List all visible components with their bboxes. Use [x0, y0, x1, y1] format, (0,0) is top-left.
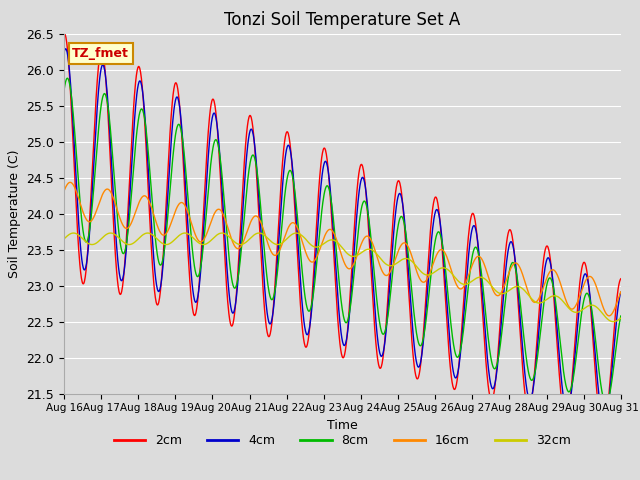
X-axis label: Time: Time	[327, 419, 358, 432]
32cm	[292, 230, 300, 236]
4cm	[171, 102, 179, 108]
8cm	[429, 252, 437, 258]
32cm	[609, 319, 617, 324]
2cm	[599, 429, 607, 434]
Legend: 2cm, 4cm, 8cm, 16cm, 32cm: 2cm, 4cm, 8cm, 16cm, 32cm	[109, 429, 576, 452]
4cm	[60, 50, 68, 56]
Text: TZ_fmet: TZ_fmet	[72, 47, 129, 60]
32cm	[551, 293, 559, 299]
8cm	[551, 295, 559, 300]
8cm	[602, 400, 610, 406]
4cm	[246, 127, 254, 132]
16cm	[246, 219, 254, 225]
2cm	[551, 311, 559, 317]
2cm	[61, 31, 68, 37]
16cm	[184, 210, 192, 216]
4cm	[617, 289, 625, 295]
8cm	[184, 198, 192, 204]
32cm	[184, 231, 191, 237]
32cm	[246, 236, 254, 241]
16cm	[67, 180, 74, 185]
16cm	[171, 210, 179, 216]
2cm	[171, 82, 179, 88]
32cm	[502, 289, 509, 295]
4cm	[502, 265, 509, 271]
4cm	[429, 222, 437, 228]
Y-axis label: Soil Temperature (C): Soil Temperature (C)	[8, 149, 21, 278]
16cm	[60, 188, 68, 194]
2cm	[246, 113, 254, 119]
32cm	[429, 270, 437, 276]
Line: 2cm: 2cm	[64, 34, 621, 432]
Line: 8cm: 8cm	[64, 78, 621, 403]
Line: 4cm: 4cm	[64, 49, 621, 421]
8cm	[171, 138, 179, 144]
16cm	[617, 289, 625, 295]
32cm	[60, 236, 68, 242]
4cm	[184, 228, 192, 233]
16cm	[605, 313, 613, 319]
8cm	[63, 75, 71, 81]
16cm	[502, 279, 509, 285]
4cm	[551, 300, 559, 306]
8cm	[617, 313, 625, 319]
16cm	[551, 268, 559, 274]
32cm	[617, 315, 625, 321]
4cm	[61, 46, 69, 52]
2cm	[60, 31, 68, 37]
16cm	[429, 261, 437, 267]
8cm	[502, 293, 509, 299]
4cm	[600, 418, 608, 424]
Title: Tonzi Soil Temperature Set A: Tonzi Soil Temperature Set A	[224, 11, 461, 29]
8cm	[246, 158, 254, 164]
Line: 32cm: 32cm	[64, 233, 621, 322]
2cm	[617, 276, 625, 282]
2cm	[184, 252, 192, 258]
8cm	[60, 88, 68, 94]
32cm	[170, 237, 178, 243]
Line: 16cm: 16cm	[64, 182, 621, 316]
2cm	[502, 246, 509, 252]
2cm	[429, 202, 437, 208]
